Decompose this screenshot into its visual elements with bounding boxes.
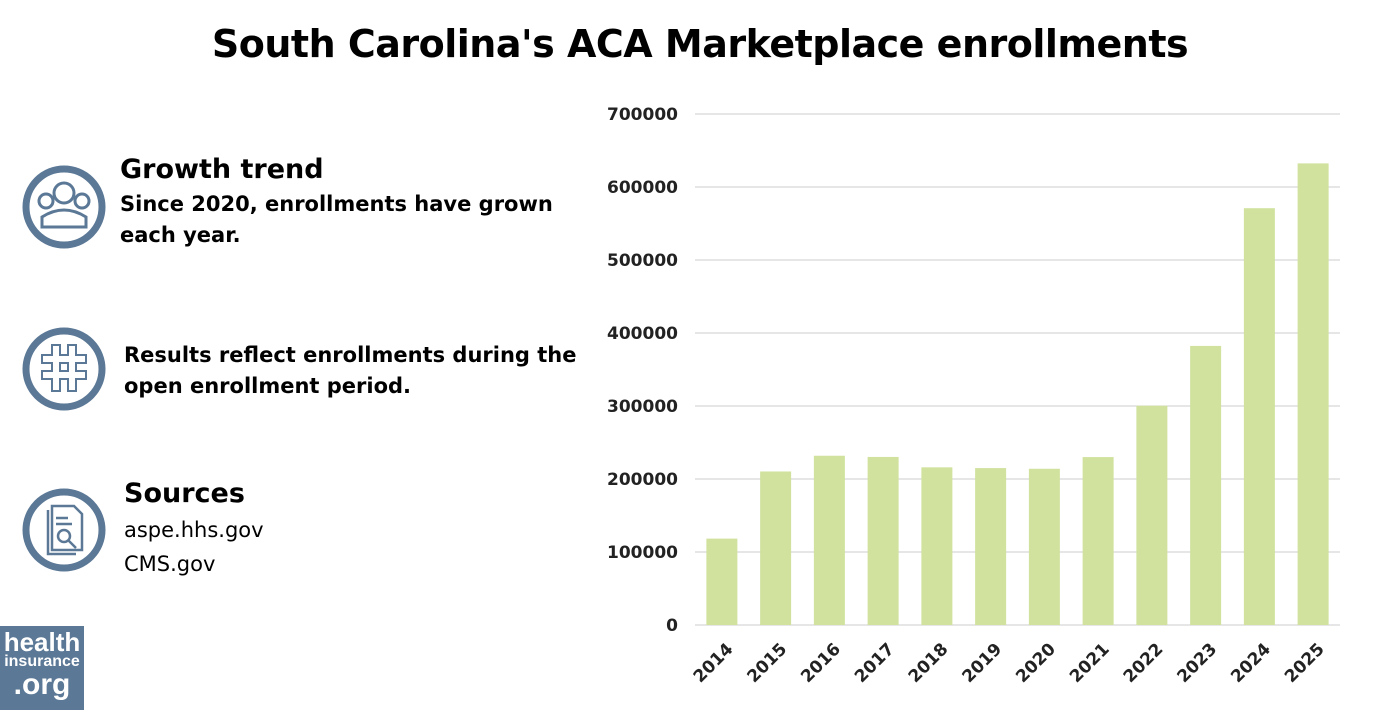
source-link[interactable]: CMS.gov bbox=[124, 552, 216, 576]
bar bbox=[1136, 405, 1168, 625]
x-tick-label: 2014 bbox=[690, 639, 738, 687]
x-tick-label: 2015 bbox=[744, 639, 792, 687]
y-tick-label: 700000 bbox=[607, 105, 678, 125]
people-group-icon bbox=[22, 165, 106, 249]
bar bbox=[1190, 345, 1222, 625]
growth-trend-heading: Growth trend bbox=[120, 154, 324, 185]
x-tick-label: 2020 bbox=[1012, 639, 1060, 687]
x-tick-label: 2022 bbox=[1120, 639, 1168, 687]
healthinsurance-logo: health insurance .org bbox=[0, 626, 84, 710]
sources-panel: Sources aspe.hhs.gov CMS.gov bbox=[124, 478, 264, 581]
sources-heading: Sources bbox=[124, 478, 245, 509]
x-tick-label: 2018 bbox=[905, 639, 953, 687]
period-text: Results reflect enrollments during the o… bbox=[124, 343, 577, 398]
bar bbox=[975, 468, 1007, 625]
x-tick-label: 2025 bbox=[1281, 639, 1329, 687]
y-tick-label: 0 bbox=[666, 616, 678, 636]
hashtag-icon bbox=[22, 327, 106, 411]
period-panel: Results reflect enrollments during the o… bbox=[124, 340, 584, 402]
y-tick-label: 100000 bbox=[607, 543, 678, 563]
bar bbox=[1243, 208, 1275, 626]
document-search-icon bbox=[22, 488, 106, 572]
bar bbox=[760, 471, 792, 625]
x-tick-label: 2024 bbox=[1227, 639, 1275, 687]
x-tick-label: 2019 bbox=[959, 639, 1007, 687]
x-tick-label: 2017 bbox=[851, 639, 899, 687]
bar bbox=[1028, 468, 1060, 625]
y-tick-label: 300000 bbox=[607, 397, 678, 417]
y-tick-label: 600000 bbox=[607, 178, 678, 198]
bar bbox=[1297, 163, 1329, 625]
y-tick-label: 500000 bbox=[607, 251, 678, 271]
bar bbox=[1082, 457, 1114, 625]
x-tick-label: 2021 bbox=[1066, 639, 1114, 687]
bar bbox=[921, 467, 953, 625]
x-tick-label: 2023 bbox=[1174, 639, 1222, 687]
bar bbox=[706, 538, 738, 625]
source-link[interactable]: aspe.hhs.gov bbox=[124, 518, 264, 542]
bar bbox=[813, 455, 845, 625]
y-tick-label: 200000 bbox=[607, 470, 678, 490]
bar bbox=[867, 456, 899, 625]
x-tick-label: 2016 bbox=[797, 639, 845, 687]
chart-title: South Carolina's ACA Marketplace enrollm… bbox=[211, 22, 1189, 66]
growth-trend-panel: Growth trend Since 2020, enrollments hav… bbox=[120, 154, 560, 251]
growth-trend-text: Since 2020, enrollments have grown each … bbox=[120, 192, 553, 247]
y-tick-label: 400000 bbox=[607, 324, 678, 344]
